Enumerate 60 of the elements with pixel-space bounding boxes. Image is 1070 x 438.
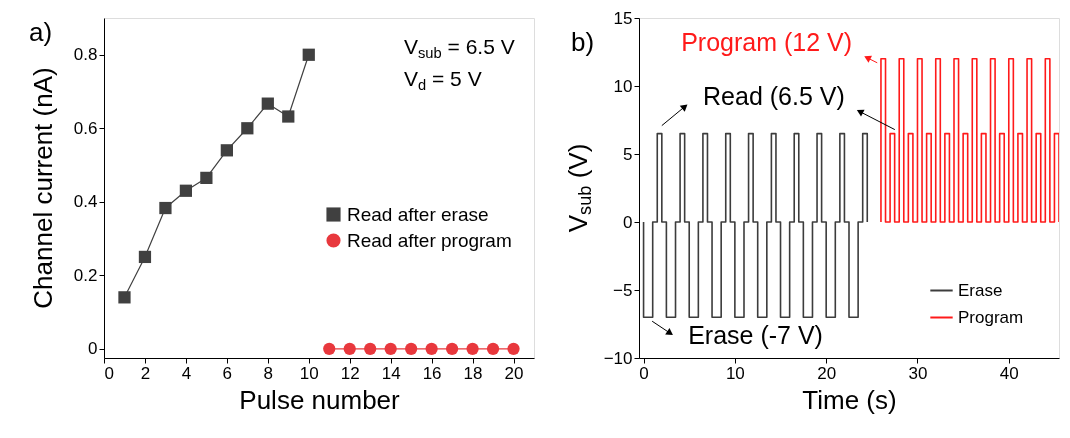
- y-axis-title: Channel current (nA): [28, 67, 58, 309]
- x-tick-label: 18: [463, 363, 483, 383]
- legend-label: Read after program: [347, 229, 512, 251]
- x-tick-label: 4: [181, 363, 192, 383]
- point: [282, 110, 295, 123]
- legend-label: Program: [958, 307, 1024, 327]
- x-tick-label: 20: [504, 363, 524, 383]
- point: [241, 122, 254, 135]
- point: [220, 144, 233, 157]
- chart-title: b): [571, 27, 595, 57]
- annotation: Program (12 V): [681, 27, 853, 56]
- point: [486, 342, 500, 355]
- x-tick-label: 30: [908, 363, 928, 383]
- point: [261, 97, 274, 110]
- y-tick-label: 0: [623, 212, 633, 232]
- point: [323, 342, 336, 355]
- x-tick-label: 8: [263, 363, 274, 383]
- y-tick-label: −5: [613, 280, 633, 300]
- x-tick-label: 14: [381, 363, 401, 383]
- x-axis-title: Time (s): [802, 384, 897, 415]
- annotation: Erase (-7 V): [688, 321, 823, 350]
- x-tick-label: 40: [999, 363, 1019, 383]
- y-tick-label: 0.6: [73, 118, 98, 138]
- x-tick-label: 10: [299, 363, 319, 383]
- x-tick-label: 0: [639, 363, 649, 383]
- point: [200, 171, 213, 185]
- y-tick-label: 15: [613, 8, 633, 28]
- x-tick-label: 20: [817, 363, 837, 383]
- x-tick-label: 0: [104, 363, 114, 383]
- y-tick-label: 0.4: [73, 192, 98, 212]
- legend-label: Read after erase: [347, 203, 489, 225]
- y-tick-label: 0: [88, 339, 98, 359]
- y-tick-label: 0.8: [73, 45, 98, 65]
- y-tick-label: −10: [603, 348, 633, 368]
- chart-title: a): [29, 17, 53, 47]
- point: [138, 250, 152, 264]
- x-tick-label: 16: [422, 363, 442, 383]
- legend-label: Erase: [958, 280, 1003, 300]
- point: [445, 342, 459, 355]
- point: [343, 342, 356, 355]
- point: [425, 342, 438, 355]
- y-tick-label: 10: [613, 76, 633, 96]
- x-tick-label: 12: [340, 363, 360, 383]
- x-tick-label: 2: [140, 363, 151, 383]
- point: [302, 48, 315, 61]
- y-axis-title: Vsub (V): [563, 143, 596, 233]
- point: [118, 291, 131, 304]
- y-tick-label: 5: [623, 144, 633, 164]
- x-tick-label: 6: [222, 363, 233, 383]
- annotation: Read (6.5 V): [703, 81, 845, 110]
- x-axis-title: Pulse number: [239, 384, 401, 415]
- point: [159, 201, 172, 215]
- point: [507, 342, 520, 355]
- x-tick-label: 10: [725, 363, 745, 383]
- point: [466, 342, 479, 355]
- point: [179, 184, 193, 197]
- point: [364, 342, 377, 355]
- point: [384, 342, 397, 355]
- y-tick-label: 0.2: [73, 265, 98, 285]
- point: [405, 342, 418, 355]
